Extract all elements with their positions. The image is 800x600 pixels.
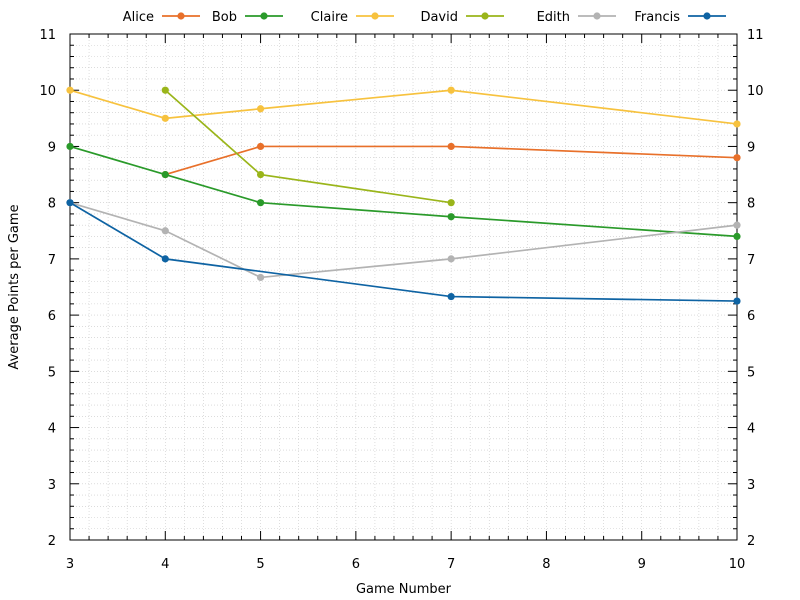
data-point [256,199,265,207]
x-tick-label: 4 [161,557,169,572]
y-tick-label-right: 3 [747,478,755,493]
legend-item-alice: Alice [123,10,200,25]
series-line [69,201,738,302]
data-point [66,86,74,94]
series-edith [66,199,741,282]
data-point [447,213,455,221]
data-point [256,105,265,113]
y-tick-label-right: 8 [747,197,755,212]
data-point [66,199,74,207]
y-tick-label-left: 8 [48,197,56,212]
y-tick-label-left: 9 [48,140,56,155]
legend-marker [481,12,489,20]
series-bob [66,142,741,240]
data-point [256,142,265,151]
y-tick-label-right: 7 [747,253,755,268]
y-tick-label-left: 11 [39,28,56,43]
data-point [447,142,455,151]
data-point [447,86,455,94]
x-tick-label: 8 [542,557,550,572]
series-line [165,145,738,176]
data-point [733,221,741,229]
data-point [447,199,455,207]
x-tick-label: 3 [66,557,74,572]
legend-item-edith: Edith [537,10,616,25]
data-point [256,170,265,179]
series-claire [66,86,741,128]
y-tick-label-right: 2 [747,534,755,549]
legend-item-claire: Claire [311,10,394,25]
data-point [447,255,455,263]
legend-item-francis: Francis [634,10,726,25]
legend-marker [177,12,185,20]
y-tick-label-left: 10 [39,84,56,99]
y-tick-label-right: 5 [747,365,755,380]
data-point [447,292,455,301]
data-point [256,273,265,282]
legend-label: Claire [311,10,348,25]
data-point [733,297,741,305]
series-david [161,86,455,207]
y-tick-label-left: 4 [48,422,56,437]
data-point [161,170,169,179]
data-point [161,255,169,263]
y-tick-label-left: 3 [48,478,56,493]
y-tick-label-right: 4 [747,422,755,437]
y-tick-label-left: 2 [48,534,56,549]
x-tick-label: 5 [256,557,264,572]
y-tick-label-right: 9 [747,140,755,155]
legend-label: Bob [212,10,237,25]
legend-marker [260,12,268,20]
data-point [161,227,169,235]
y-tick-label-right: 10 [747,84,764,99]
data-point [733,232,741,240]
legend: Alice Bob Claire David Edith Francis [123,10,726,25]
legend-marker [371,12,379,20]
legend-label: Francis [634,10,680,25]
y-tick-label-right: 6 [747,309,755,324]
grid [69,33,738,541]
legend-label: Alice [123,10,154,25]
data-point [161,114,169,122]
legend-marker [593,12,601,20]
data-point [733,120,741,128]
x-tick-label: 7 [447,557,455,572]
x-axis-title: Game Number [356,582,452,597]
y-tick-label-left: 7 [48,253,56,268]
y-tick-label-right: 11 [747,28,764,43]
data-point [66,142,74,151]
x-tick-label: 6 [352,557,360,572]
legend-label: David [420,10,458,25]
x-tick-label: 10 [729,557,746,572]
legend-item-bob: Bob [212,10,283,25]
legend-item-david: David [420,10,504,25]
y-axis-title: Average Points per Game [7,204,22,369]
data-point [733,154,741,162]
legend-label: Edith [537,10,570,25]
data-point [161,86,169,94]
y-tick-label-left: 6 [48,309,56,324]
y-tick-label-left: 5 [48,365,56,380]
legend-marker [703,12,711,20]
series-francis [66,199,741,305]
x-tick-label: 9 [638,557,646,572]
series-lines [66,86,741,305]
plot-frame [69,33,738,541]
